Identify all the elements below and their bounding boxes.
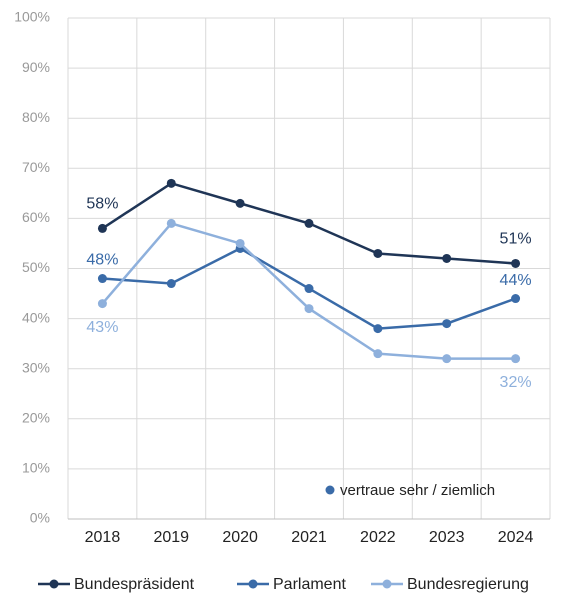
data-point: [304, 284, 314, 294]
data-label: 51%: [500, 231, 532, 248]
data-label: 48%: [86, 252, 118, 269]
data-label: 43%: [86, 319, 118, 336]
data-label: 58%: [86, 196, 118, 213]
y-tick-label: 70%: [22, 159, 50, 175]
data-point: [166, 279, 176, 289]
data-point: [373, 349, 383, 359]
legend-label: Bundesregierung: [407, 576, 529, 593]
legend-dot: [382, 579, 392, 589]
data-point: [442, 253, 452, 263]
y-tick-label: 90%: [22, 59, 50, 75]
data-point: [304, 218, 314, 228]
annotation-dot: [325, 485, 335, 495]
legend-dot: [248, 579, 258, 589]
data-point: [97, 274, 107, 284]
data-point: [511, 294, 521, 304]
x-tick-label: 2022: [360, 529, 396, 546]
data-point: [304, 304, 314, 314]
data-point: [511, 354, 521, 364]
legend-label: Parlament: [273, 576, 346, 593]
y-tick-label: 10%: [22, 460, 50, 476]
data-point: [97, 223, 107, 233]
data-point: [166, 218, 176, 228]
x-tick-label: 2023: [429, 529, 465, 546]
x-tick-label: 2018: [85, 529, 121, 546]
data-point: [235, 238, 245, 248]
data-label: 44%: [500, 272, 532, 289]
y-tick-label: 60%: [22, 209, 50, 225]
y-tick-label: 0%: [30, 510, 50, 526]
legend-dot: [49, 579, 59, 589]
y-tick-label: 40%: [22, 309, 50, 325]
x-tick-label: 2019: [153, 529, 189, 546]
x-tick-label: 2021: [291, 529, 327, 546]
data-point: [97, 299, 107, 309]
y-tick-label: 80%: [22, 109, 50, 125]
data-point: [166, 178, 176, 188]
x-tick-label: 2024: [498, 529, 534, 546]
annotation: vertraue sehr / ziemlich: [340, 482, 495, 499]
data-point: [511, 258, 521, 268]
data-point: [373, 248, 383, 258]
data-point: [442, 354, 452, 364]
data-point: [235, 198, 245, 208]
y-tick-label: 100%: [14, 9, 50, 25]
y-tick-label: 50%: [22, 259, 50, 275]
data-label: 32%: [500, 374, 532, 391]
x-tick-label: 2020: [222, 529, 258, 546]
legend-label: Bundespräsident: [74, 576, 195, 593]
y-tick-label: 30%: [22, 359, 50, 375]
data-point: [442, 319, 452, 329]
y-tick-label: 20%: [22, 410, 50, 426]
data-point: [373, 324, 383, 334]
